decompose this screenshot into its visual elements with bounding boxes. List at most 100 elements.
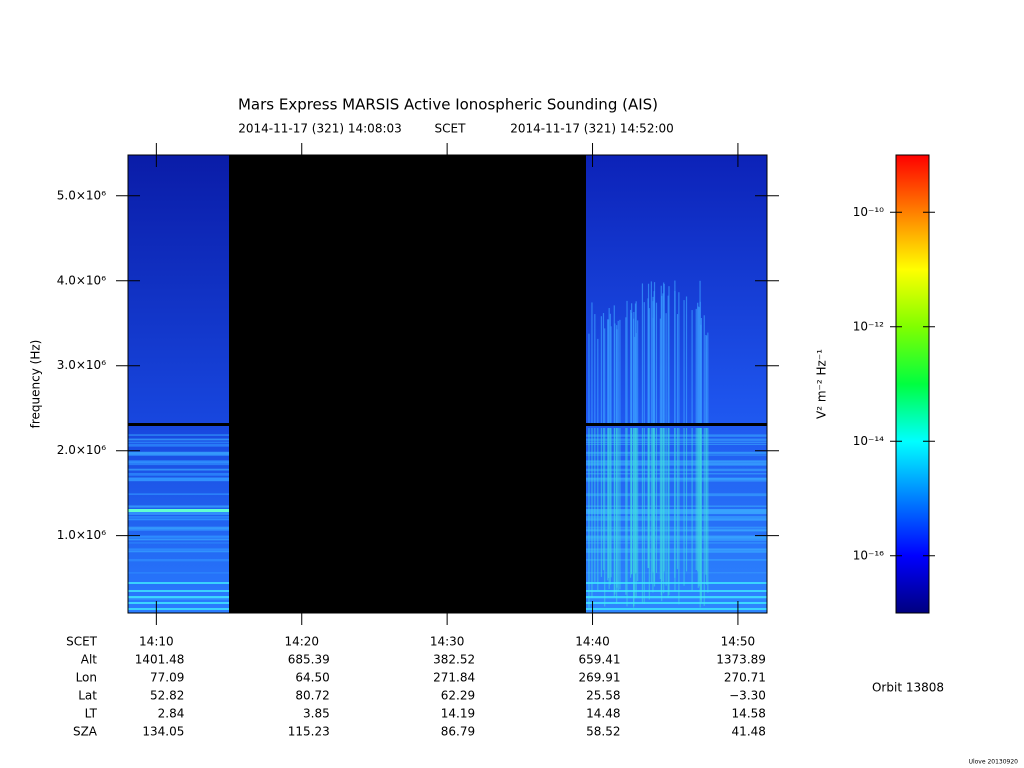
y-tick-label: 1.0×10⁶ <box>57 528 106 542</box>
texture <box>665 313 667 424</box>
ephemeris-value: 271.84 <box>433 671 475 685</box>
texture <box>128 550 229 553</box>
texture <box>597 428 599 591</box>
spectrogram-texture <box>128 280 767 610</box>
texture <box>697 302 699 424</box>
spectrogram-panel <box>586 155 767 613</box>
ephemeris-row-label: Alt <box>81 653 98 667</box>
texture <box>607 428 610 579</box>
time-label: SCET <box>435 122 467 136</box>
texture <box>663 428 665 594</box>
texture <box>586 452 767 455</box>
texture <box>667 295 669 424</box>
texture <box>707 332 709 424</box>
texture <box>683 300 685 424</box>
texture <box>653 282 656 424</box>
texture <box>619 428 621 590</box>
texture <box>695 428 697 571</box>
ephemeris-value: 134.05 <box>142 725 184 739</box>
texture <box>586 516 767 519</box>
ephemeris-value: 14:20 <box>284 635 319 649</box>
texture <box>663 282 665 424</box>
texture <box>695 308 697 424</box>
colorbar-label: V² m⁻² Hz⁻¹ <box>815 349 829 419</box>
texture <box>703 428 705 606</box>
ephemeris-value: 382.52 <box>433 653 475 667</box>
texture <box>586 535 767 539</box>
texture <box>586 468 767 472</box>
ephemeris-value: 1373.89 <box>716 653 766 667</box>
texture <box>128 438 229 441</box>
ephemeris-value: 64.50 <box>295 671 329 685</box>
texture <box>607 319 610 424</box>
texture <box>650 281 652 424</box>
texture <box>591 428 593 598</box>
texture <box>700 428 702 603</box>
ephemeris-value: 58.52 <box>586 725 620 739</box>
ephemeris-value: 14:30 <box>430 635 465 649</box>
texture <box>678 292 680 424</box>
texture <box>128 529 229 531</box>
texture <box>128 538 229 541</box>
texture <box>685 428 688 572</box>
ephemeris-value: 14:50 <box>721 635 756 649</box>
ephemeris-value: 80.72 <box>295 689 329 703</box>
colorbar-tick-label: 10⁻¹⁶ <box>853 548 884 562</box>
texture <box>697 428 699 572</box>
texture <box>659 318 661 424</box>
texture <box>586 461 767 465</box>
ephemeris-value: 14.58 <box>732 707 766 721</box>
texture <box>674 428 676 578</box>
texture <box>128 559 229 562</box>
texture <box>698 307 700 424</box>
texture <box>586 559 767 561</box>
texture <box>705 428 707 575</box>
ephemeris-value: 269.91 <box>579 671 621 685</box>
texture <box>128 526 229 530</box>
ephemeris-row-label: LT <box>85 707 98 721</box>
texture <box>652 317 654 424</box>
texture <box>604 328 606 424</box>
ephemeris-value: 2.84 <box>158 707 185 721</box>
texture <box>128 493 229 496</box>
texture <box>691 310 693 424</box>
texture <box>683 428 685 586</box>
texture <box>634 428 637 574</box>
texture <box>128 596 229 600</box>
texture <box>648 428 650 600</box>
texture <box>586 511 767 515</box>
texture <box>586 438 767 441</box>
texture <box>128 518 229 521</box>
texture <box>128 452 229 456</box>
texture <box>128 454 229 456</box>
footer: Ulove 20130920 <box>969 759 1019 766</box>
texture <box>128 509 229 512</box>
texture <box>614 428 616 595</box>
texture <box>128 511 229 514</box>
texture <box>586 472 767 475</box>
texture <box>665 428 667 586</box>
texture <box>594 428 596 582</box>
texture <box>586 441 767 444</box>
ephemeris-value: −3.30 <box>729 689 766 703</box>
texture <box>610 326 612 424</box>
texture <box>614 323 616 424</box>
texture <box>662 428 664 582</box>
ephemeris-value: 14.19 <box>441 707 475 721</box>
texture <box>641 283 644 424</box>
texture <box>586 509 767 512</box>
texture <box>586 526 767 528</box>
texture <box>586 454 767 456</box>
texture <box>586 493 767 497</box>
texture <box>128 472 229 476</box>
texture <box>588 333 590 424</box>
texture <box>609 313 611 424</box>
ephemeris-value: 1401.48 <box>135 653 185 667</box>
texture <box>128 535 229 538</box>
texture <box>616 325 618 424</box>
texture <box>635 333 637 424</box>
texture <box>128 441 229 444</box>
colorbar-tick-label: 10⁻¹² <box>853 319 884 333</box>
end-time: 2014-11-17 (321) 14:52:00 <box>510 122 674 136</box>
spectrogram <box>128 155 767 613</box>
